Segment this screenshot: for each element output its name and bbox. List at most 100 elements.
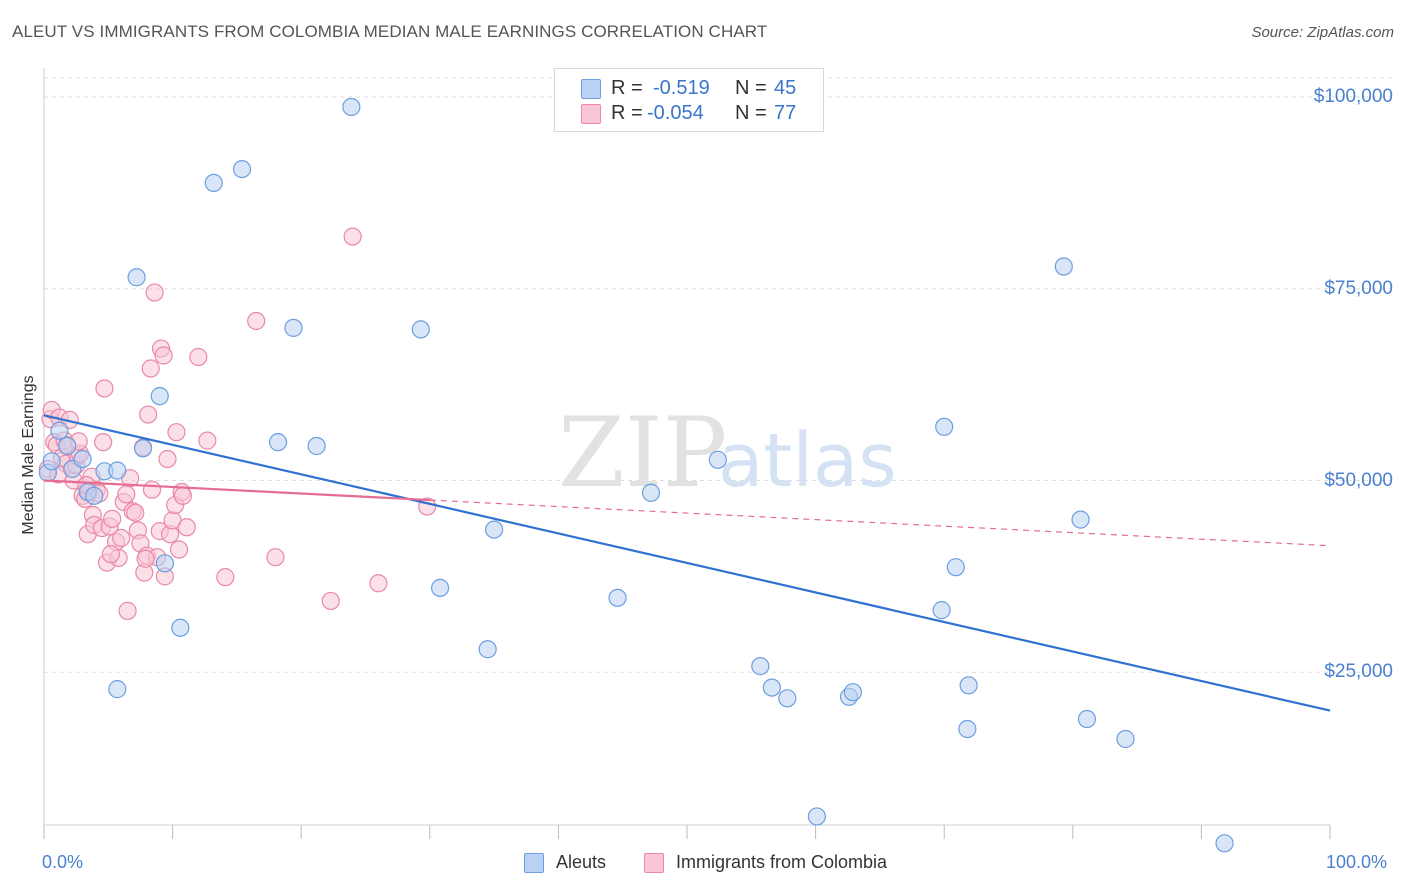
x-tick-min: 0.0% — [42, 852, 84, 872]
colombia-point — [216, 568, 235, 587]
legend-swatch-colombia — [581, 104, 601, 124]
legend-r-label: R = — [611, 77, 643, 99]
source-credit: Source: ZipAtlas.com — [1251, 24, 1394, 41]
aleut-point — [608, 588, 627, 607]
aleut-point — [127, 268, 146, 287]
aleut-point — [958, 719, 977, 739]
aleut-trend-line — [43, 414, 1331, 712]
aleut-point — [307, 436, 326, 456]
aleut-point — [778, 689, 797, 708]
legend-swatch-aleuts — [581, 79, 601, 99]
axes — [43, 68, 1331, 839]
legend-row-colombia: R = -0.054 N = 77 — [555, 102, 823, 126]
y-tick-label: $50,000 — [1324, 469, 1393, 491]
bottom-swatch-aleuts — [524, 853, 544, 873]
colombia-point — [145, 283, 164, 302]
aleut-point — [50, 421, 69, 440]
aleut-point — [204, 173, 223, 193]
colombia-point — [101, 545, 120, 564]
aleut-point — [946, 558, 965, 577]
aleut-point — [155, 554, 174, 573]
colombia-point — [158, 449, 177, 469]
aleut-point — [284, 318, 303, 337]
colombia-point — [169, 540, 189, 559]
aleut-point — [843, 683, 862, 702]
aleut-point — [1077, 709, 1097, 729]
colombia-point — [126, 503, 145, 522]
bottom-label-colombia: Immigrants from Colombia — [676, 852, 888, 872]
aleut-point — [411, 320, 430, 339]
x-tick-max: 100.0% — [1326, 852, 1388, 872]
aleut-point — [430, 578, 450, 597]
colombia-point — [343, 227, 362, 246]
y-tick-label: $75,000 — [1324, 277, 1393, 299]
colombia-point — [177, 518, 196, 537]
colombia-trend-line — [43, 479, 430, 502]
aleut-point — [108, 461, 127, 480]
aleut-point — [342, 97, 361, 117]
aleut-point — [133, 439, 153, 458]
aleut-point — [751, 657, 770, 676]
colombia-points — [38, 227, 437, 620]
watermark-atlas: atlas — [718, 418, 897, 504]
colombia-point — [247, 311, 266, 331]
aleut-point — [485, 520, 504, 539]
aleut-points — [38, 97, 1234, 853]
aleut-point — [807, 807, 826, 826]
aleut-point — [108, 680, 127, 699]
aleut-point — [641, 483, 661, 502]
colombia-point — [154, 346, 173, 365]
aleut-point — [932, 601, 951, 620]
aleut-point — [232, 159, 252, 179]
y-tick-label: $25,000 — [1324, 661, 1393, 683]
aleut-point — [935, 417, 954, 436]
bottom-label-aleuts: Aleuts — [556, 852, 607, 872]
colombia-point — [94, 433, 113, 452]
legend-row-aleuts: R = -0.519 N = 45 — [555, 77, 823, 101]
aleut-point — [73, 449, 92, 469]
aleut-point — [150, 387, 169, 406]
colombia-point — [118, 601, 137, 620]
colombia-point — [321, 591, 340, 611]
stats-legend: R = -0.519 N = 45 R = -0.054 N = 77 — [554, 68, 824, 132]
colombia-point — [136, 549, 155, 568]
colombia-trend-extension — [429, 499, 1331, 547]
aleut-point — [1071, 510, 1090, 529]
legend-r-value: -0.054 — [647, 102, 704, 124]
aleut-point — [762, 678, 781, 697]
aleut-point — [478, 640, 497, 659]
colombia-point — [139, 405, 158, 424]
legend-r-value: -0.519 — [653, 77, 710, 99]
trend-lines — [43, 414, 1331, 712]
colombia-point — [198, 431, 217, 450]
chart-title: ALEUT VS IMMIGRANTS FROM COLOMBIA MEDIAN… — [12, 22, 768, 41]
colombia-point — [142, 480, 162, 499]
legend-r-label: R = — [611, 102, 643, 124]
aleut-point — [1054, 257, 1073, 276]
colombia-point — [189, 347, 208, 367]
colombia-point — [266, 548, 285, 567]
colombia-point — [95, 379, 114, 398]
aleut-point — [1116, 729, 1135, 749]
aleut-point — [708, 450, 727, 469]
aleut-point — [171, 618, 190, 637]
colombia-point — [112, 528, 131, 548]
colombia-point — [103, 509, 122, 528]
aleut-point — [42, 452, 61, 471]
colombia-point — [117, 485, 136, 504]
aleut-point — [959, 676, 978, 695]
aleut-point — [1215, 834, 1234, 853]
legend-n-label: N = — [735, 77, 767, 99]
aleut-point — [268, 433, 288, 452]
legend-n-value: 45 — [774, 77, 797, 99]
colombia-point — [141, 359, 160, 378]
colombia-point — [167, 423, 186, 442]
aleut-point — [58, 436, 77, 456]
bottom-swatch-colombia — [644, 853, 664, 873]
colombia-point — [369, 574, 388, 593]
legend-n-label: N = — [735, 102, 767, 124]
aleut-point — [85, 486, 104, 505]
legend-n-value: 77 — [774, 102, 797, 124]
colombia-point — [173, 486, 192, 505]
